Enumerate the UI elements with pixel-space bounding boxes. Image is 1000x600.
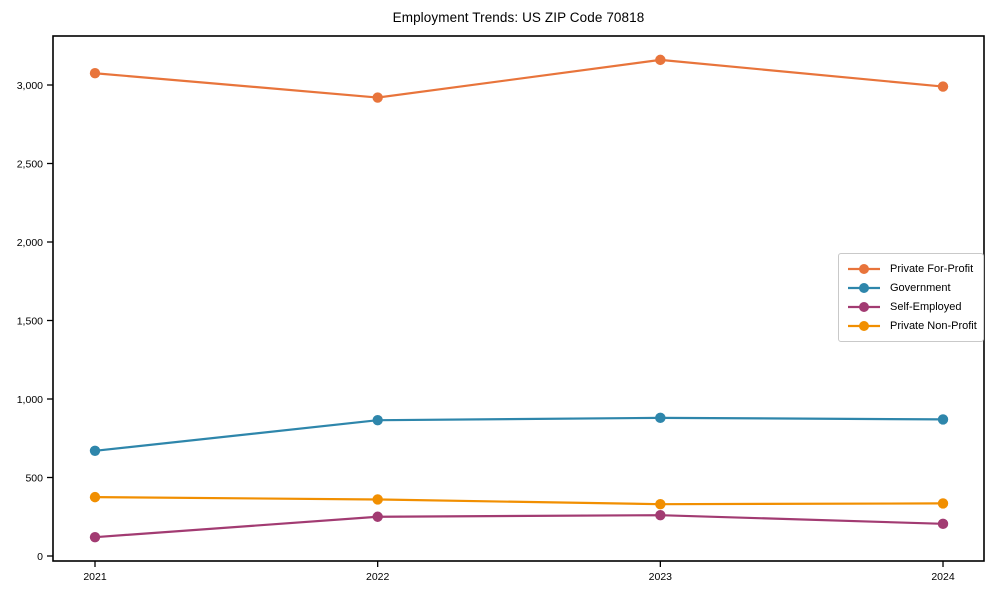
series-line	[93, 496, 945, 506]
data-point-marker	[937, 81, 949, 92]
series-line	[93, 416, 945, 452]
data-point-marker	[372, 92, 383, 103]
y-tick-label: 1,500	[17, 315, 43, 327]
data-point-marker	[655, 412, 666, 424]
legend-label: Self-Employed	[890, 301, 962, 313]
legend-label: Private For-Profit	[890, 263, 974, 275]
legend: Private For-Profit Government Self-Employe…	[838, 253, 984, 342]
legend-marker-icon	[848, 264, 880, 274]
plot-border	[52, 35, 985, 562]
data-point-marker	[89, 491, 101, 503]
y-tick-label: 1,000	[17, 394, 43, 406]
legend-item: Government	[847, 279, 975, 297]
data-point-marker	[937, 498, 949, 509]
data-point-marker	[655, 498, 666, 510]
data-point-marker	[89, 445, 101, 457]
y-tick-label: 2,500	[17, 158, 43, 170]
series-line	[93, 58, 945, 99]
y-tick-label: 500	[25, 472, 43, 484]
legend-label: Private Non-Profit	[890, 320, 977, 332]
legend-item: Private For-Profit	[847, 260, 975, 278]
data-point-marker	[937, 518, 949, 530]
data-point-marker	[372, 414, 383, 426]
legend-item: Private Non-Profit	[847, 317, 977, 335]
data-point-marker	[89, 531, 101, 543]
data-point-marker	[937, 414, 949, 425]
data-point-marker	[89, 68, 101, 79]
legend-label: Government	[890, 282, 951, 294]
legend-marker-icon	[848, 283, 880, 293]
data-point-marker	[372, 511, 383, 522]
legend-marker-icon	[848, 321, 880, 331]
series-line	[93, 514, 945, 539]
legend-item: Self-Employed	[847, 298, 975, 316]
y-tick-label: 3,000	[17, 80, 43, 92]
y-tick-label: 2,000	[17, 237, 43, 249]
x-tick-label: 2023	[649, 571, 673, 583]
legend-marker-icon	[848, 302, 880, 312]
x-tick-label: 2021	[83, 571, 107, 583]
data-point-marker	[655, 509, 666, 521]
x-tick-label: 2022	[366, 571, 390, 583]
data-point-marker	[655, 54, 666, 66]
x-tick-label: 2024	[931, 571, 955, 583]
data-point-marker	[372, 494, 383, 505]
chart-title: Employment Trends: US ZIP Code 70818	[392, 10, 645, 25]
y-tick-label: 0	[37, 551, 43, 563]
